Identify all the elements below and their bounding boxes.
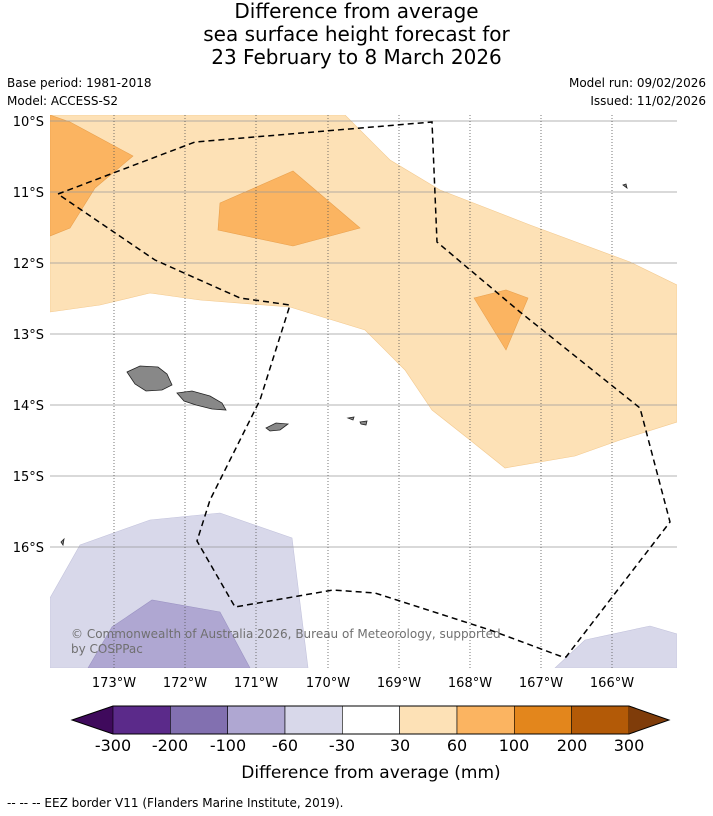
lat-label: 12°S — [13, 257, 44, 272]
colorbar-tick: 60 — [447, 736, 467, 755]
contour-30-60-mm — [50, 115, 677, 469]
colorbar-tick: -300 — [95, 736, 131, 755]
lon-label: 166°W — [590, 676, 634, 691]
lat-label: 10°S — [13, 115, 44, 130]
colorbar-tick: 300 — [614, 736, 645, 755]
colorbar-extend-low — [72, 706, 113, 734]
colorbar-segment — [514, 705, 572, 735]
title-line-2: sea surface height forecast for — [203, 22, 510, 46]
eez-legend-footer: -- -- -- EEZ border V11 (Flanders Marine… — [7, 796, 344, 810]
land-masses — [60, 183, 628, 547]
meta-left: Base period: 1981-2018 Model: ACCESS-S2 — [7, 74, 152, 110]
lat-label: 11°S — [13, 186, 44, 201]
model-name: Model: ACCESS-S2 — [7, 94, 119, 108]
lat-label: 14°S — [13, 399, 44, 414]
colorbar-segment — [571, 705, 630, 735]
copyright-line-2: by COSPPac — [71, 642, 143, 656]
latitude-labels: 10°S 11°S 12°S 13°S 14°S 15°S 16°S — [13, 115, 44, 556]
lon-label: 167°W — [519, 676, 563, 691]
colorbar-segments — [72, 705, 669, 735]
colorbar-tick: 200 — [557, 736, 588, 755]
lon-label: 170°W — [306, 676, 350, 691]
model-run: Model run: 09/02/2026 — [568, 76, 706, 90]
tutuila-island — [265, 422, 290, 432]
colorbar-tick: 30 — [390, 736, 410, 755]
longitude-gridlines — [113, 115, 613, 668]
colorbar-tick: -60 — [272, 736, 298, 755]
contour-60-100-mm-central — [217, 170, 361, 247]
savaii-island — [126, 365, 173, 392]
colorbar-tick: -30 — [329, 736, 355, 755]
colorbar-segment — [112, 705, 171, 735]
contour-minus60-minus100-mm — [87, 599, 251, 668]
upolu-island — [176, 390, 227, 411]
base-period: Base period: 1981-2018 — [7, 76, 152, 90]
lon-label: 173°W — [92, 676, 136, 691]
southwest-islet — [60, 537, 65, 547]
colorbar-extend-high — [629, 706, 669, 734]
lat-label: 13°S — [13, 328, 44, 343]
manua-islet-1 — [346, 416, 355, 421]
lat-label: 16°S — [13, 541, 44, 556]
contour-minus30-minus60-mm-southeast — [554, 625, 677, 668]
title-line-1: Difference from average — [234, 0, 479, 23]
colorbar-tick: -100 — [210, 736, 246, 755]
manua-islet-2 — [359, 420, 368, 426]
lat-label: 15°S — [13, 470, 44, 485]
colorbar-segment — [456, 705, 515, 735]
longitude-labels: 173°W 172°W 171°W 170°W 169°W 168°W 167°… — [92, 676, 634, 691]
meta-right: Model run: 09/02/2026 Issued: 11/02/2026 — [569, 74, 706, 110]
colorbar-outline — [70, 705, 671, 735]
colorbar-segment — [284, 705, 343, 735]
colorbar-segment — [342, 705, 400, 735]
colorbar-tick: -200 — [152, 736, 188, 755]
lon-label: 168°W — [448, 676, 492, 691]
issued-date: Issued: 11/02/2026 — [590, 94, 706, 108]
latitude-gridlines — [50, 120, 677, 548]
contour-60-100-mm-east — [473, 289, 529, 351]
swains-islet — [622, 183, 628, 189]
copyright-line-1: © Commonwealth of Australia 2026, Bureau… — [71, 627, 501, 641]
contour-60-100-mm-west — [50, 115, 134, 237]
lon-label: 171°W — [234, 676, 278, 691]
colorbar-segment — [399, 705, 458, 735]
colorbar-label: Difference from average (mm) — [241, 763, 500, 783]
lon-label: 169°W — [377, 676, 421, 691]
colorbar-segment — [227, 705, 286, 735]
lon-label: 172°W — [163, 676, 207, 691]
colorbar-segment — [170, 705, 228, 735]
colorbar: -300 -200 -100 -60 -30 30 60 100 200 300… — [70, 705, 671, 783]
eez-border — [57, 121, 671, 658]
map-area: © Commonwealth of Australia 2026, Bureau… — [50, 115, 677, 668]
colorbar-tick: 100 — [499, 736, 530, 755]
colorbar-tick-labels: -300 -200 -100 -60 -30 30 60 100 200 300 — [95, 736, 644, 755]
title-line-3: 23 February to 8 March 2026 — [211, 45, 502, 69]
map-title: Difference from average sea surface heig… — [0, 0, 713, 69]
